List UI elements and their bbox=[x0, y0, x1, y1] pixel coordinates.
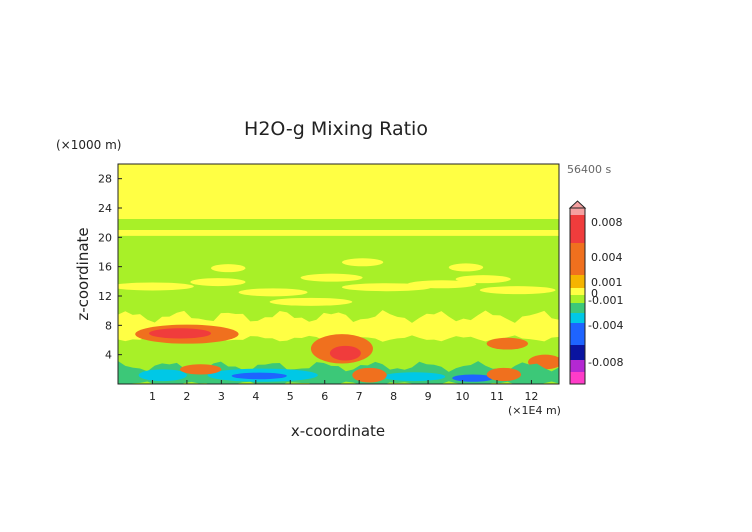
band-thin-yellow bbox=[118, 230, 559, 236]
colorbar-segment-neg_max bbox=[570, 372, 585, 384]
x-tick-label: 9 bbox=[425, 390, 432, 403]
surface-orange-left bbox=[180, 364, 222, 375]
yellow-streak bbox=[238, 288, 308, 297]
colorbar-label: 0 bbox=[591, 287, 598, 300]
colorbar-label: 0.008 bbox=[591, 216, 623, 229]
contour-field bbox=[118, 164, 559, 384]
colorbar-label: 0.004 bbox=[591, 251, 623, 264]
surface-cyan-left bbox=[138, 369, 187, 382]
colorbar-segment-pos_low bbox=[570, 275, 585, 288]
yellow-streak bbox=[118, 282, 194, 291]
colorbar-segment-pos_high bbox=[570, 215, 585, 243]
x-axis-label: x-coordinate bbox=[291, 422, 385, 440]
colorbar-segment-neg_high bbox=[570, 323, 585, 345]
colorbar-segment-neg_large bbox=[570, 345, 585, 360]
x-tick-label: 12 bbox=[524, 390, 538, 403]
x-tick-label: 8 bbox=[390, 390, 397, 403]
x-tick-label: 10 bbox=[456, 390, 470, 403]
surface-orange-right bbox=[486, 367, 522, 382]
x-tick-label: 5 bbox=[287, 390, 294, 403]
x-axis: 1 2 3 4 5 6 7 8 9 10 11 12 bbox=[149, 380, 538, 403]
colorbar-segment-neg_extreme bbox=[570, 360, 585, 372]
colorbar-segment-neg_low bbox=[570, 303, 585, 313]
colorbar-label: 0.001 bbox=[591, 276, 623, 289]
x-tick-label: 1 bbox=[149, 390, 156, 403]
time-label: 56400 s bbox=[567, 163, 611, 176]
x-unit-label: (×1E4 m) bbox=[508, 404, 561, 417]
yellow-streak bbox=[211, 264, 246, 273]
colorbar-arrow bbox=[568, 200, 587, 209]
surface-blue-core bbox=[231, 372, 287, 380]
x-tick-label: 6 bbox=[321, 390, 328, 403]
surface-orange-center bbox=[352, 367, 387, 383]
y-tick-label: 28 bbox=[98, 173, 112, 186]
y-tick-label: 12 bbox=[98, 290, 112, 303]
colorbar-segment-near_zero_neg bbox=[570, 295, 585, 303]
x-tick-label: 2 bbox=[183, 390, 190, 403]
red-core-center bbox=[329, 345, 361, 361]
x-tick-label: 4 bbox=[252, 390, 259, 403]
yellow-streak bbox=[341, 258, 384, 267]
y-unit-label: (×1000 m) bbox=[56, 138, 121, 152]
colorbar-frame bbox=[569, 207, 586, 385]
colorbar-label: -0.008 bbox=[588, 356, 623, 369]
chart-title: H2O-g Mixing Ratio bbox=[244, 118, 428, 140]
yellow-streak bbox=[269, 297, 353, 306]
y-tick-label: 24 bbox=[98, 202, 112, 215]
yellow-streak bbox=[190, 278, 246, 287]
colorbar-segment-near_zero_pos bbox=[570, 288, 585, 295]
colorbar-label: -0.004 bbox=[588, 319, 623, 332]
y-axis-label: z-coordinate bbox=[74, 227, 92, 320]
yellow-streak bbox=[455, 275, 511, 284]
y-tick-label: 20 bbox=[98, 231, 112, 244]
colorbar-label: -0.001 bbox=[588, 294, 623, 307]
colorbar-segment-neg_mid bbox=[570, 313, 585, 323]
surface-cyan-right bbox=[383, 372, 446, 382]
y-tick-label: 16 bbox=[98, 261, 112, 274]
colorbar-segment-pos_large bbox=[570, 208, 585, 215]
colorbar-segment-pos_mid bbox=[570, 243, 585, 275]
red-core-left bbox=[149, 328, 212, 339]
x-tick-label: 7 bbox=[356, 390, 363, 403]
x-tick-label: 11 bbox=[490, 390, 504, 403]
y-axis: 4 8 12 16 20 24 28 bbox=[98, 173, 122, 362]
yellow-streak bbox=[479, 286, 556, 295]
plot-frame bbox=[117, 163, 560, 385]
band-upper-yellow bbox=[118, 164, 559, 219]
orange-patch-right bbox=[486, 337, 528, 350]
x-tick-label: 3 bbox=[218, 390, 225, 403]
yellow-streak bbox=[407, 280, 477, 289]
y-tick-label: 4 bbox=[105, 349, 112, 362]
yellow-streak bbox=[448, 263, 484, 272]
surface-blue-right bbox=[452, 374, 494, 382]
y-tick-label: 8 bbox=[105, 319, 112, 332]
yellow-streak bbox=[300, 273, 363, 282]
